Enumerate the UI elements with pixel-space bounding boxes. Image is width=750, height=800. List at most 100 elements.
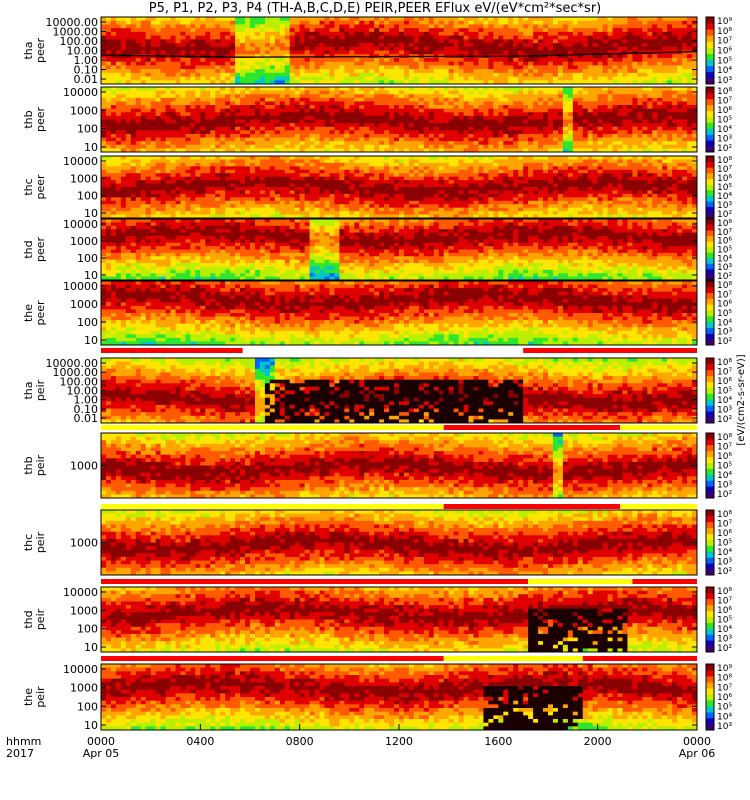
colorbar-tick-label: 10⁹	[717, 17, 732, 27]
panel-the-peir: 10000 1000 100 10 the peir 10⁹10⁸10⁷10⁶10⁵10⁴1…	[22, 656, 732, 732]
spectrogram-cells	[101, 433, 698, 499]
spectrogram-cells	[101, 587, 698, 653]
colorbar-tick-label: 10³	[717, 722, 732, 732]
spacecraft-potential-line	[100, 50, 698, 58]
status-segment	[443, 656, 583, 661]
panel-instrument-label: peer	[34, 107, 47, 133]
panel-probe-label: the	[22, 304, 35, 322]
colorbar-tick-label: 10²	[717, 567, 732, 577]
spectrogram-cells	[101, 156, 698, 219]
colorbar-tick-label: 10⁸	[717, 433, 732, 443]
panel-thd-peir: 10000 1000 100 10 thd peir 10⁸10⁷10⁶10⁵10⁴10³1…	[22, 579, 732, 654]
y-tick-label: 100	[77, 252, 98, 265]
colorbar-tick-label: 10⁵	[717, 116, 732, 126]
y-tick-label: 10000	[63, 155, 98, 168]
colorbar-tick-label: 10⁸	[717, 510, 732, 520]
colorbar-tick-label: 10⁴	[717, 318, 732, 328]
y-tick-label: 0.10	[74, 403, 99, 416]
y-tick-label: 100.00	[60, 35, 99, 48]
colorbar-tick-label: 10⁷	[717, 37, 732, 47]
colorbar-tick-label: 10⁸	[717, 87, 732, 97]
colorbar-tick-label: 10⁴	[717, 192, 732, 202]
colorbar-tick-label: 10⁸	[717, 674, 732, 684]
colorbar-tick-label: 10⁵	[717, 462, 732, 472]
y-tick-label: 10000.00	[46, 16, 99, 29]
colorbar-tick-label: 10⁸	[717, 281, 732, 291]
panel-instrument-label: peer	[34, 38, 47, 64]
y-tick-label: 1000	[70, 298, 98, 311]
panel-thc-peer: 10000 1000 100 10 thc peer 10⁸10⁷10⁶10⁵10⁴10³1…	[22, 155, 732, 220]
colorbar-tick-label: 10⁷	[717, 520, 732, 530]
colorbar-tick-label: 10²	[717, 337, 732, 347]
panel-instrument-label: peir	[34, 454, 47, 476]
colorbar-units-label: [eV/(cm2-s-sr-eV)]	[736, 354, 747, 445]
spectrogram-cells	[101, 510, 698, 576]
y-tick-label: 0.01	[74, 412, 99, 425]
panel-probe-label: tha	[22, 41, 35, 59]
colorbar-tick-label: 10³	[717, 481, 732, 491]
colorbar-tick-label: 10³	[717, 558, 732, 568]
y-tick-label: 10	[84, 207, 98, 220]
y-tick-label: 10000	[63, 86, 98, 99]
time-axis-label-year: 2017	[6, 747, 34, 760]
spectrogram-cells	[101, 358, 698, 424]
y-tick-label: 10000	[63, 586, 98, 599]
status-segment	[443, 425, 620, 430]
status-segment	[443, 504, 620, 509]
colorbar-tick-label: 10²	[717, 490, 732, 500]
status-bar	[101, 656, 697, 661]
colorbar-tick-label: 10³	[717, 135, 732, 145]
colorbar-tick-label: 10⁶	[717, 606, 732, 616]
panel-probe-label: thd	[22, 240, 35, 258]
chart-title: P5, P1, P2, P3, P4 (TH-A,B,C,D,E) PEIR,P…	[0, 0, 750, 17]
status-bar	[101, 425, 697, 430]
y-tick-label: 1000	[70, 460, 98, 473]
panel-frame	[100, 155, 698, 219]
colorbar-tick-label: 10⁶	[717, 300, 732, 310]
y-tick-label: 100	[77, 316, 98, 329]
y-tick-label: 100	[77, 123, 98, 136]
panel-instrument-label: peer	[34, 237, 47, 263]
colorbar-tick-label: 10⁶	[717, 693, 732, 703]
time-axis-label-hhmm: hhmm	[6, 735, 41, 748]
colorbar-tick-label: 10⁵	[717, 539, 732, 549]
colorbar-tick-label: 10⁸	[717, 358, 732, 368]
colorbar-tick-label: 10⁷	[717, 368, 732, 378]
colorbar-tick-label: 10⁴	[717, 625, 732, 635]
panel-probe-label: the	[22, 688, 35, 706]
colorbar-tick-label: 10⁶	[717, 377, 732, 387]
colorbar-tick-label: 10⁷	[717, 165, 732, 175]
panel-probe-label: tha	[22, 381, 35, 399]
status-segment	[101, 504, 444, 509]
colorbar-tick-label: 10³	[717, 263, 732, 273]
colorbar-tick-label: 10⁸	[717, 587, 732, 597]
status-segment	[101, 579, 529, 584]
time-tick-label: 0000	[683, 735, 711, 748]
colorbar-tick-label: 10⁴	[717, 66, 732, 76]
colorbar-tick-label: 10⁵	[717, 309, 732, 319]
y-tick-label: 1.00	[74, 394, 99, 407]
colorbar-tick-label: 10⁵	[717, 616, 732, 626]
y-tick-label: 10000	[63, 218, 98, 231]
date-tick-label: Apr 05	[83, 747, 120, 760]
colorbar-tick-label: 10⁵	[717, 703, 732, 713]
colorbar-tick-label: 10⁷	[717, 228, 732, 238]
colorbar-tick-label: 10⁹	[717, 664, 732, 674]
time-tick-label: 1200	[385, 735, 413, 748]
panel-probe-label: thc	[22, 534, 35, 551]
colorbar-tick-label: 10⁴	[717, 125, 732, 135]
colorbar-tick-label: 10⁷	[717, 290, 732, 300]
colorbar-tick-label: 10²	[717, 644, 732, 654]
status-bar	[101, 348, 697, 353]
panel-instrument-label: peir	[34, 379, 47, 401]
colorbar-tick-label: 10⁶	[717, 47, 732, 57]
panel-instrument-label: peer	[34, 300, 47, 326]
colorbar-tick-label: 10⁶	[717, 174, 732, 184]
